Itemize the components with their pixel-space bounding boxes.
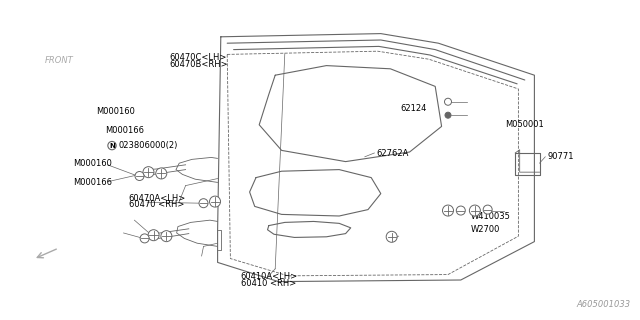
Text: 90771: 90771	[547, 152, 573, 161]
Circle shape	[209, 196, 221, 207]
Circle shape	[483, 205, 492, 214]
Circle shape	[445, 112, 451, 118]
Text: FRONT: FRONT	[45, 56, 74, 65]
Text: 023806000(2): 023806000(2)	[118, 141, 178, 150]
Text: M000160: M000160	[74, 159, 113, 168]
Text: W2700: W2700	[470, 225, 500, 234]
Text: N: N	[109, 143, 115, 148]
Text: M050001: M050001	[506, 120, 545, 129]
Text: 62762A: 62762A	[376, 149, 409, 158]
Circle shape	[161, 231, 172, 242]
Circle shape	[442, 205, 454, 216]
Circle shape	[445, 98, 451, 105]
Circle shape	[456, 206, 465, 215]
Text: A605001033: A605001033	[576, 300, 630, 309]
Circle shape	[148, 230, 159, 241]
Text: 60410 <RH>: 60410 <RH>	[241, 279, 296, 288]
Text: 60470B<RH>: 60470B<RH>	[169, 60, 228, 68]
Circle shape	[386, 231, 397, 242]
Circle shape	[140, 234, 149, 243]
Text: W410035: W410035	[470, 212, 510, 221]
Text: 60470C<LH>: 60470C<LH>	[170, 53, 227, 62]
Text: M000160: M000160	[96, 107, 135, 116]
Text: 62124: 62124	[400, 104, 426, 113]
Circle shape	[108, 141, 116, 150]
Text: M000166: M000166	[74, 178, 113, 187]
Circle shape	[143, 167, 154, 178]
Circle shape	[469, 205, 481, 216]
Text: 60470A<LH>: 60470A<LH>	[128, 194, 186, 203]
Text: 60410A<LH>: 60410A<LH>	[240, 272, 298, 281]
Circle shape	[199, 199, 208, 208]
Circle shape	[135, 172, 144, 180]
Text: M000166: M000166	[106, 126, 145, 135]
Text: 60470 <RH>: 60470 <RH>	[129, 200, 184, 209]
Circle shape	[156, 168, 167, 179]
